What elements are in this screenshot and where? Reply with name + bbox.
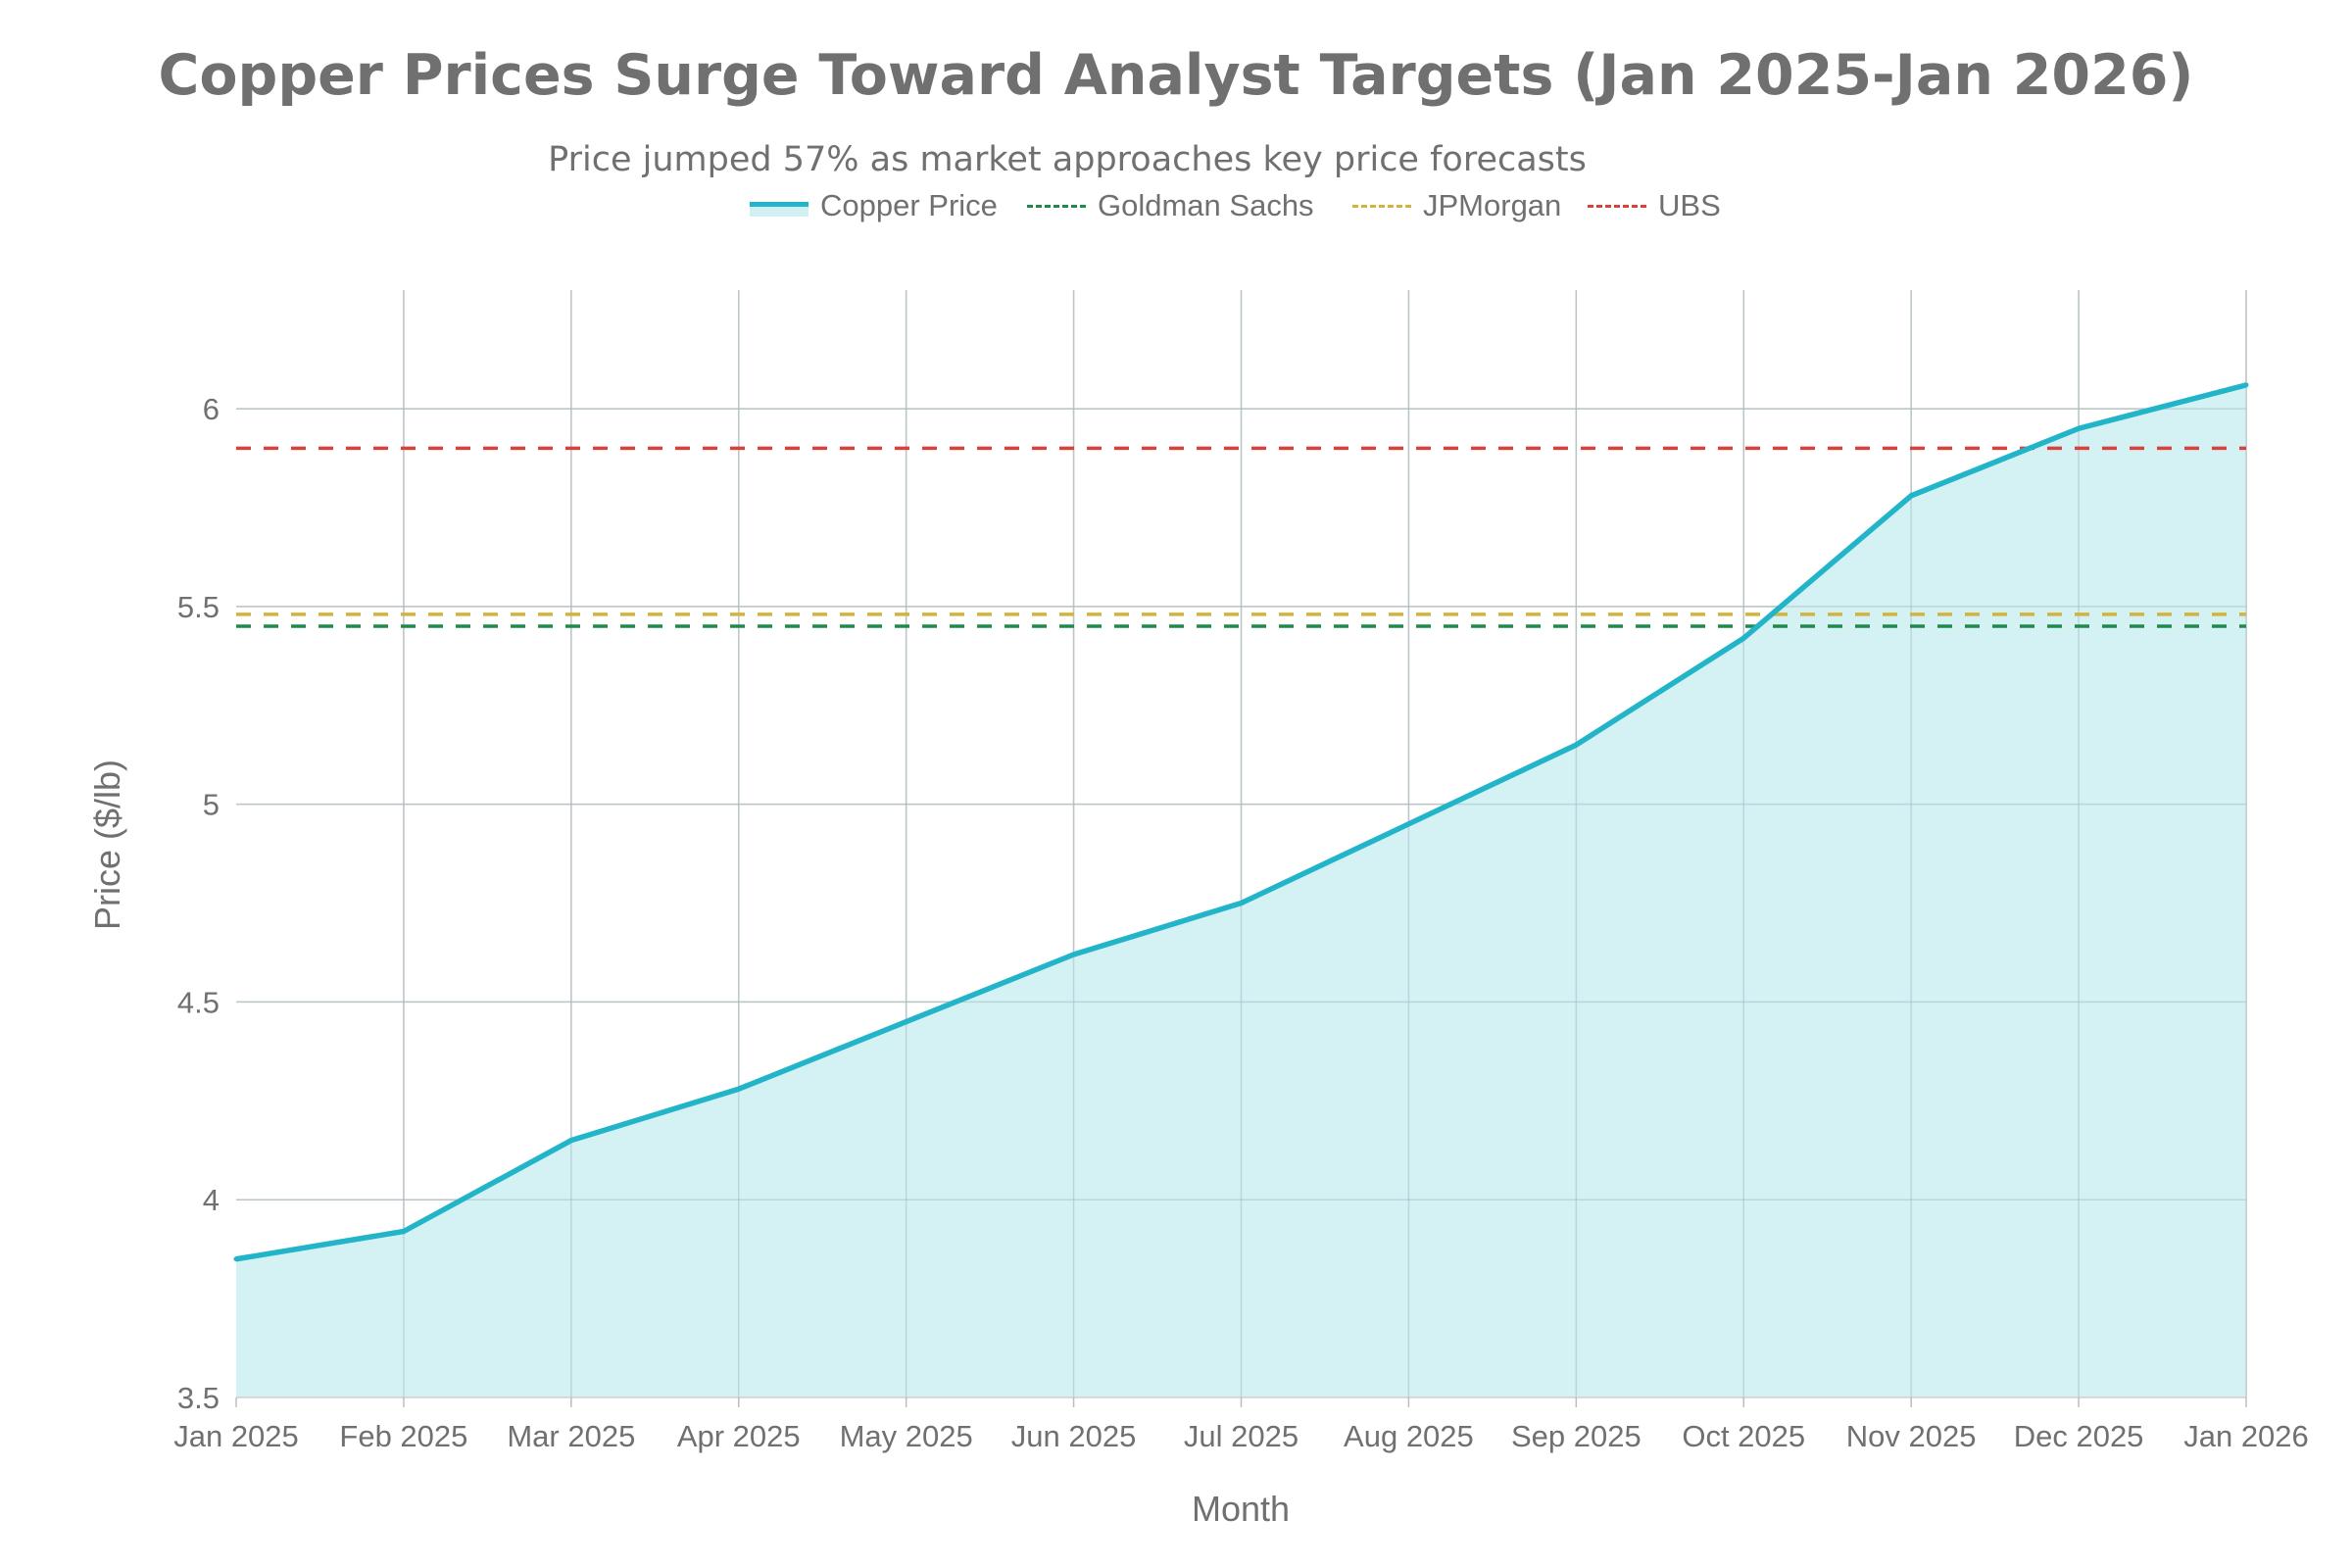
copper-price-point [568, 1138, 574, 1144]
y-tick-label: 3.5 [177, 1381, 220, 1415]
legend: Copper Price Goldman Sachs JPMorgan UBS [0, 186, 2352, 225]
y-tick-label: 5.5 [177, 590, 220, 624]
chart-title: Copper Prices Surge Toward Analyst Targe… [158, 43, 2194, 108]
x-tick-label: Jun 2025 [1011, 1419, 1137, 1453]
copper-price-point [233, 1256, 239, 1262]
chart-subtitle: Price jumped 57% as market approaches ke… [548, 140, 1587, 179]
legend-item-ubs[interactable]: UBS [1588, 186, 1721, 225]
y-tick-label: 4 [203, 1183, 220, 1217]
legend-label-jpmorgan: JPMorgan [1423, 188, 1562, 222]
copper-price-point [736, 1086, 742, 1092]
y-axis-title: Price ($/lb) [87, 760, 127, 930]
legend-swatch-ubs [1588, 191, 1646, 220]
copper-price-point [1573, 742, 1579, 748]
y-tick-label: 5 [203, 788, 220, 822]
legend-item-copper-price[interactable]: Copper Price [750, 186, 998, 225]
x-tick-label: Apr 2025 [677, 1419, 801, 1453]
x-tick-label: Nov 2025 [1846, 1419, 1977, 1453]
legend-item-goldman-sachs[interactable]: Goldman Sachs [1027, 186, 1314, 225]
x-axis-title: Month [1192, 1489, 1290, 1529]
x-tick-label: Oct 2025 [1682, 1419, 1805, 1453]
x-tick-label: Jan 2025 [173, 1419, 299, 1453]
legend-item-jpmorgan[interactable]: JPMorgan [1352, 186, 1561, 225]
x-tick-label: Mar 2025 [507, 1419, 635, 1453]
legend-swatch-copper-price [750, 191, 808, 220]
legend-swatch-goldman-sachs [1027, 191, 1086, 220]
copper-price-point [401, 1229, 407, 1234]
area-layer [236, 290, 2247, 1397]
line-layer [233, 382, 2249, 1262]
reference-lines-layer [236, 446, 2246, 628]
legend-swatch-jpmorgan [1352, 191, 1411, 220]
legend-label-ubs: UBS [1658, 188, 1721, 222]
legend-label-goldman-sachs: Goldman Sachs [1098, 188, 1314, 222]
copper-price-point [2243, 382, 2249, 388]
axis-layer: 3.5 4 4.5 5 5.5 6 Jan 2025 Feb 2025 Mar 2025 Apr … [173, 392, 2309, 1453]
x-tick-label: Sep 2025 [1511, 1419, 1642, 1453]
copper-price-area [236, 384, 2246, 1397]
x-tick-label: Jan 2026 [2183, 1419, 2309, 1453]
copper-price-point [904, 1019, 909, 1025]
copper-price-point [2076, 425, 2082, 431]
x-tick-label: Aug 2025 [1344, 1419, 1474, 1453]
legend-label-copper-price: Copper Price [820, 188, 998, 222]
y-tick-label: 6 [203, 392, 220, 426]
copper-price-point [1239, 901, 1244, 906]
x-tick-label: Dec 2025 [2014, 1419, 2144, 1453]
copper-price-point [1071, 952, 1077, 957]
copper-price-point [1405, 821, 1411, 827]
copper-price-point [1740, 635, 1746, 641]
y-tick-label: 4.5 [177, 985, 220, 1019]
x-tick-label: Feb 2025 [339, 1419, 467, 1453]
copper-price-point [1908, 493, 1914, 499]
x-tick-label: Jul 2025 [1184, 1419, 1298, 1453]
x-tick-label: May 2025 [840, 1419, 973, 1453]
